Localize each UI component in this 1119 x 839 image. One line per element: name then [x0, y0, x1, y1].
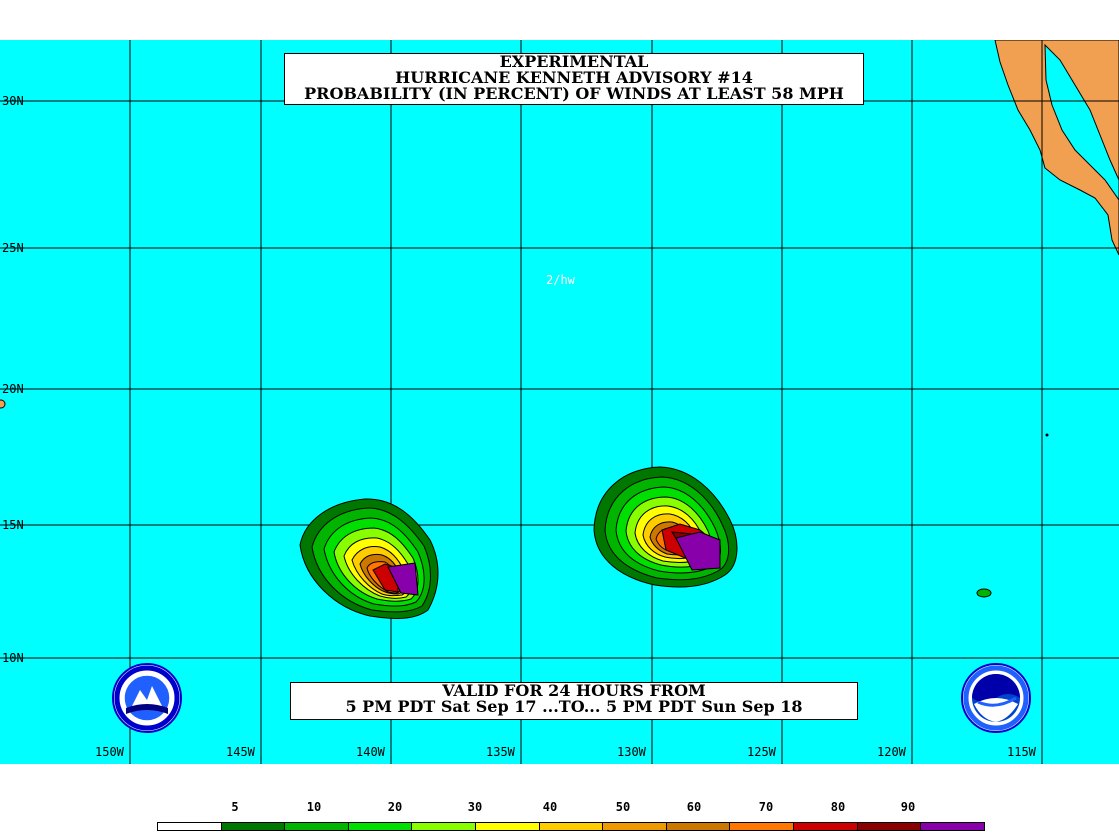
lat-label-10n: 10N: [2, 651, 24, 665]
legend-label: 30: [467, 800, 483, 814]
probability-blob-west: [299, 498, 439, 619]
legend-swatch: [348, 823, 413, 830]
lat-label-30n: 30N: [2, 94, 24, 108]
title-line-1: EXPERIMENTAL: [499, 52, 649, 71]
lat-label-20n: 20N: [2, 382, 24, 396]
title-line-2: HURRICANE KENNETH ADVISORY #14: [395, 68, 753, 87]
legend-label: 80: [830, 800, 846, 814]
lon-label-120w: 120W: [877, 745, 906, 759]
map-panel: 30N 25N 20N 15N 10N 150W 145W 140W 135W …: [0, 40, 1119, 764]
legend-color-bar: [157, 822, 985, 831]
legend-swatch: [921, 823, 984, 830]
legend-swatch: [221, 823, 286, 830]
legend-label: 90: [900, 800, 916, 814]
hawaii-island: [0, 399, 6, 409]
gulf-of-california: [1044, 43, 1119, 201]
legend-label: 60: [686, 800, 702, 814]
probability-blob-east: [593, 466, 738, 588]
lon-label-140w: 140W: [356, 745, 385, 759]
socorro-island: [976, 588, 992, 598]
title-box: EXPERIMENTAL HURRICANE KENNETH ADVISORY …: [284, 53, 864, 105]
valid-line-2: 5 PM PDT Sat Sep 17 ...TO... 5 PM PDT Su…: [345, 697, 803, 716]
legend-label: 20: [387, 800, 403, 814]
lon-label-150w: 150W: [95, 745, 124, 759]
valid-line-1: VALID FOR 24 HOURS FROM: [442, 681, 706, 700]
clarion-island: [1045, 433, 1049, 437]
legend-swatch: [857, 823, 922, 830]
lon-label-135w: 135W: [486, 745, 515, 759]
lon-label-125w: 125W: [747, 745, 776, 759]
map-canvas: [0, 40, 1119, 764]
legend-label: 5: [231, 800, 239, 814]
legend-swatch: [666, 823, 731, 830]
legend-label: 10: [306, 800, 322, 814]
nws-logo: [112, 663, 182, 733]
legend-swatch: [412, 823, 477, 830]
legend-swatch: [730, 823, 795, 830]
lat-label-15n: 15N: [2, 518, 24, 532]
probability-legend: 5 10 20 30 40 50 60 70 80 90: [157, 800, 985, 832]
valid-period-box: VALID FOR 24 HOURS FROM 5 PM PDT Sat Sep…: [290, 682, 858, 720]
legend-swatch: [285, 823, 349, 830]
legend-swatch: [603, 823, 667, 830]
land-mexico: [994, 40, 1119, 256]
forecaster-initials: 2/hw: [546, 273, 575, 287]
lon-label-130w: 130W: [617, 745, 646, 759]
lon-label-145w: 145W: [226, 745, 255, 759]
lat-label-25n: 25N: [2, 241, 24, 255]
legend-swatch: [539, 823, 604, 830]
legend-label: 50: [615, 800, 631, 814]
legend-swatch: [794, 823, 858, 830]
gridlines: [0, 40, 1119, 764]
legend-label: 70: [758, 800, 774, 814]
title-line-3: PROBABILITY (IN PERCENT) OF WINDS AT LEA…: [304, 84, 844, 103]
legend-label: 40: [542, 800, 558, 814]
lon-label-115w: 115W: [1007, 745, 1036, 759]
legend-swatch: [476, 823, 540, 830]
noaa-logo: [961, 663, 1031, 733]
legend-swatch: [158, 823, 222, 830]
